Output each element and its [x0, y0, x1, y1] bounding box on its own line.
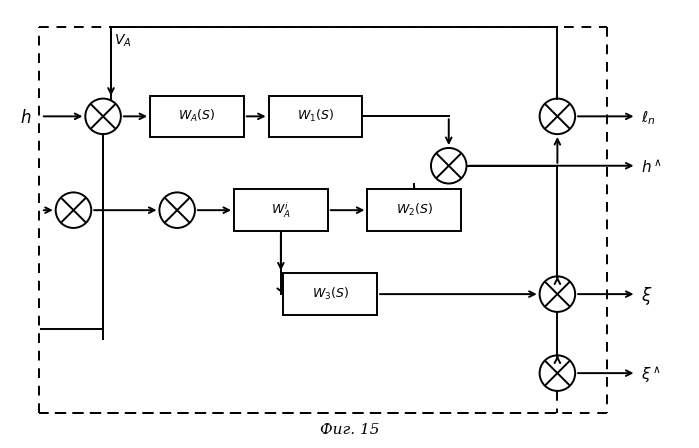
Text: Фиг. 15: Фиг. 15: [319, 423, 380, 437]
Text: $W_1(S)$: $W_1(S)$: [297, 108, 334, 125]
Text: $V_A$: $V_A$: [114, 32, 131, 49]
Text: $W_2(S)$: $W_2(S)$: [396, 202, 433, 218]
Text: $h$: $h$: [20, 109, 31, 127]
Bar: [234, 190, 328, 231]
Text: $\xi$: $\xi$: [642, 285, 653, 307]
Bar: [150, 95, 244, 137]
Text: $W_A^i$: $W_A^i$: [271, 200, 291, 220]
Text: $W_3(S)$: $W_3(S)$: [312, 286, 349, 302]
Text: $\ell_n$: $\ell_n$: [642, 109, 656, 127]
Bar: [283, 273, 377, 315]
Bar: [268, 95, 362, 137]
Text: $W_A(S)$: $W_A(S)$: [178, 108, 215, 125]
Bar: [367, 190, 461, 231]
Text: $\xi^\wedge$: $\xi^\wedge$: [642, 365, 661, 385]
Text: $h^\wedge$: $h^\wedge$: [642, 159, 663, 176]
